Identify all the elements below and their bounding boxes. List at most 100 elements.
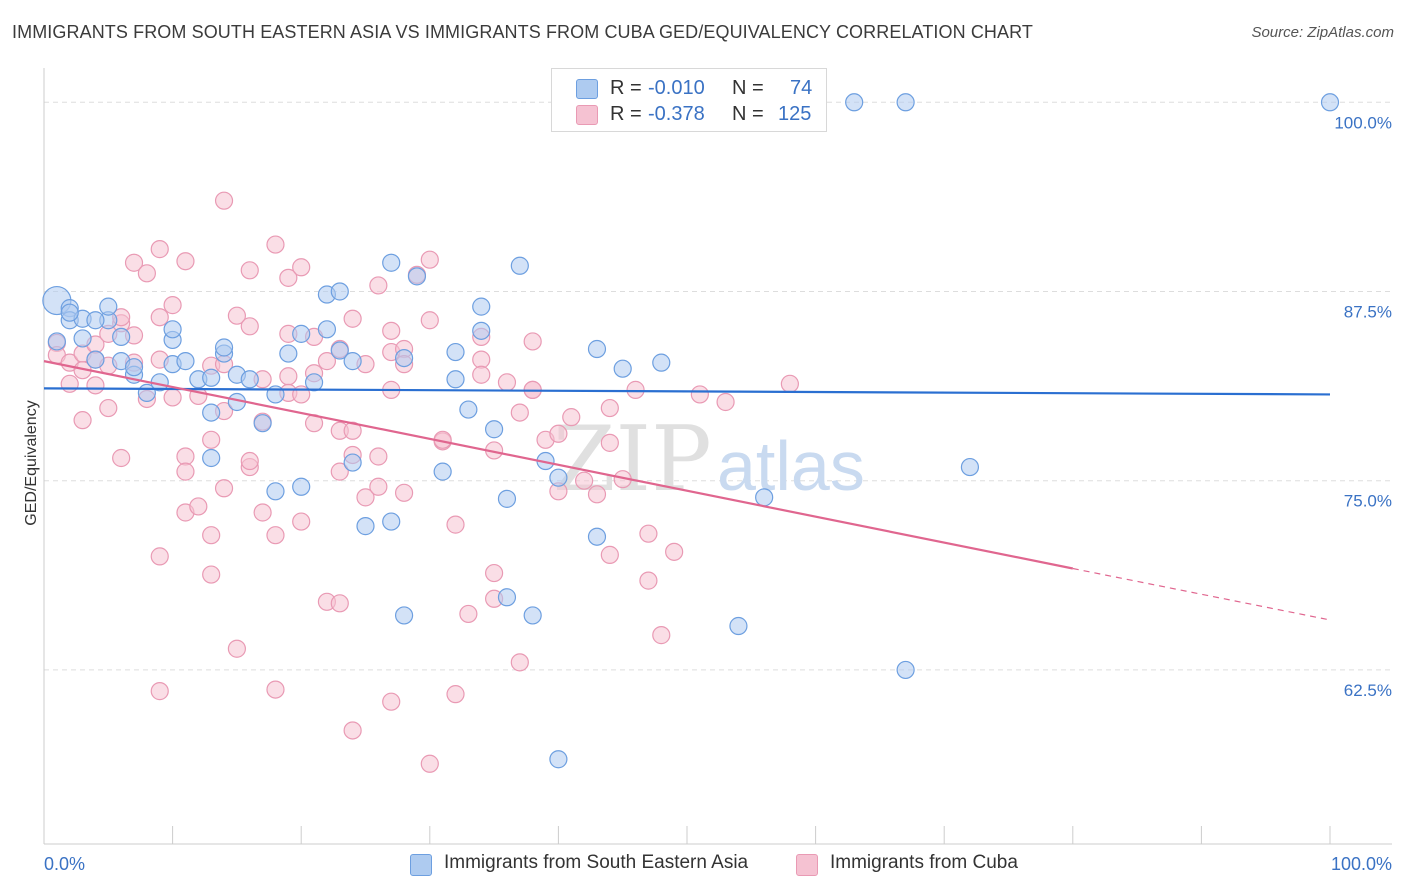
point-sea-47 <box>472 297 491 316</box>
y-axis-label: GED/Equivalency <box>23 400 40 525</box>
point-cuba-41 <box>214 191 234 210</box>
point-cuba-39 <box>214 479 234 498</box>
point-cuba-77 <box>369 447 388 466</box>
point-sea-62 <box>755 488 774 507</box>
point-cuba-26 <box>163 296 182 315</box>
point-sea-43 <box>433 462 452 481</box>
point-cuba-88 <box>420 754 439 773</box>
point-sea-28 <box>292 324 311 343</box>
legend-r-value: -0.010 <box>648 77 705 99</box>
point-sea-5 <box>99 297 118 316</box>
point-cuba-93 <box>459 604 478 624</box>
point-sea-69 <box>86 311 105 330</box>
y-tick-label-3: 62.5% <box>1344 681 1392 700</box>
point-sea-19 <box>202 448 221 468</box>
point-sea-6 <box>112 327 131 347</box>
legend-n-value: 125 <box>778 103 812 125</box>
legend-swatch-sea <box>576 79 598 99</box>
legend-r-label: R = <box>610 103 642 125</box>
point-sea-52 <box>510 256 529 275</box>
point-cuba-81 <box>382 692 401 711</box>
point-sea-66 <box>1320 93 1340 112</box>
point-cuba-45 <box>240 451 259 471</box>
point-cuba-58 <box>292 512 311 531</box>
point-cuba-102 <box>510 653 529 672</box>
point-cuba-116 <box>639 524 658 543</box>
point-cuba-31 <box>176 252 195 271</box>
point-cuba-108 <box>562 408 581 427</box>
point-cuba-56 <box>279 367 298 386</box>
x-tick-label-max: 100.0% <box>1331 854 1392 874</box>
point-cuba-112 <box>600 433 619 452</box>
point-cuba-95 <box>472 350 491 369</box>
legend-n-label: N = <box>732 77 764 99</box>
point-cuba-51 <box>266 526 285 545</box>
point-cuba-119 <box>665 542 684 561</box>
point-sea-40 <box>394 606 414 625</box>
point-cuba-64 <box>317 352 337 371</box>
point-cuba-101 <box>510 403 529 422</box>
watermark-zip: ZIP <box>553 407 712 512</box>
point-cuba-111 <box>600 398 619 418</box>
point-cuba-25 <box>150 682 169 701</box>
point-cuba-50 <box>253 503 272 522</box>
point-cuba-12 <box>99 398 118 418</box>
point-cuba-55 <box>279 268 298 287</box>
point-sea-7 <box>86 350 105 369</box>
point-cuba-21 <box>150 240 169 259</box>
point-cuba-59 <box>292 258 311 277</box>
point-sea-53 <box>523 606 542 625</box>
point-sea-36 <box>343 453 362 472</box>
point-cuba-47 <box>240 317 259 336</box>
data-points <box>42 93 1340 773</box>
trend-line-cuba <box>43 360 1074 570</box>
series-swatch-sea <box>410 854 432 876</box>
point-cuba-99 <box>485 563 504 583</box>
point-cuba-17 <box>124 253 144 272</box>
point-sea-57 <box>587 339 607 359</box>
watermark-atlas: atlas <box>717 427 865 505</box>
point-cuba-84 <box>394 483 414 502</box>
series-label-cuba: Immigrants from Cuba <box>830 852 1018 873</box>
point-sea-30 <box>304 373 324 392</box>
point-sea-18 <box>202 403 221 422</box>
point-cuba-117 <box>639 571 658 590</box>
point-cuba-52 <box>266 235 285 254</box>
y-tick-label-0: 100.0% <box>1334 113 1392 132</box>
point-cuba-73 <box>343 721 362 740</box>
point-cuba-122 <box>780 374 799 393</box>
point-cuba-113 <box>600 545 619 564</box>
point-cuba-32 <box>189 497 208 516</box>
point-sea-27 <box>279 344 298 363</box>
point-sea-61 <box>729 616 748 636</box>
point-sea-41 <box>394 348 414 368</box>
point-sea-24 <box>253 414 272 433</box>
trend-line-cuba-extrapolated <box>1072 567 1331 621</box>
point-sea-39 <box>382 253 401 272</box>
point-sea-71 <box>73 329 92 348</box>
y-tick-label-2: 75.0% <box>1344 492 1392 511</box>
point-cuba-37 <box>202 565 221 584</box>
point-cuba-70 <box>343 309 362 328</box>
point-cuba-68 <box>330 462 349 481</box>
watermark: ZIP atlas <box>553 407 865 512</box>
point-cuba-15 <box>112 448 131 468</box>
trend-line-sea <box>43 387 1331 396</box>
point-sea-26 <box>266 482 285 501</box>
point-cuba-87 <box>420 250 439 269</box>
point-sea-35 <box>343 352 362 371</box>
axes <box>43 68 1392 845</box>
series-swatch-cuba <box>796 854 818 876</box>
point-sea-15 <box>163 320 182 339</box>
point-sea-10 <box>124 358 144 377</box>
point-cuba-124 <box>382 321 401 340</box>
correlation-legend: R = -0.010 N = 74 R = -0.378 N = 125 <box>551 68 827 132</box>
legend-r-label: R = <box>610 77 642 99</box>
point-sea-34 <box>330 341 349 360</box>
point-sea-23 <box>240 370 259 389</box>
point-cuba-92 <box>446 685 465 704</box>
point-cuba-76 <box>369 276 388 295</box>
point-sea-33 <box>330 282 349 301</box>
point-cuba-96 <box>472 365 491 384</box>
